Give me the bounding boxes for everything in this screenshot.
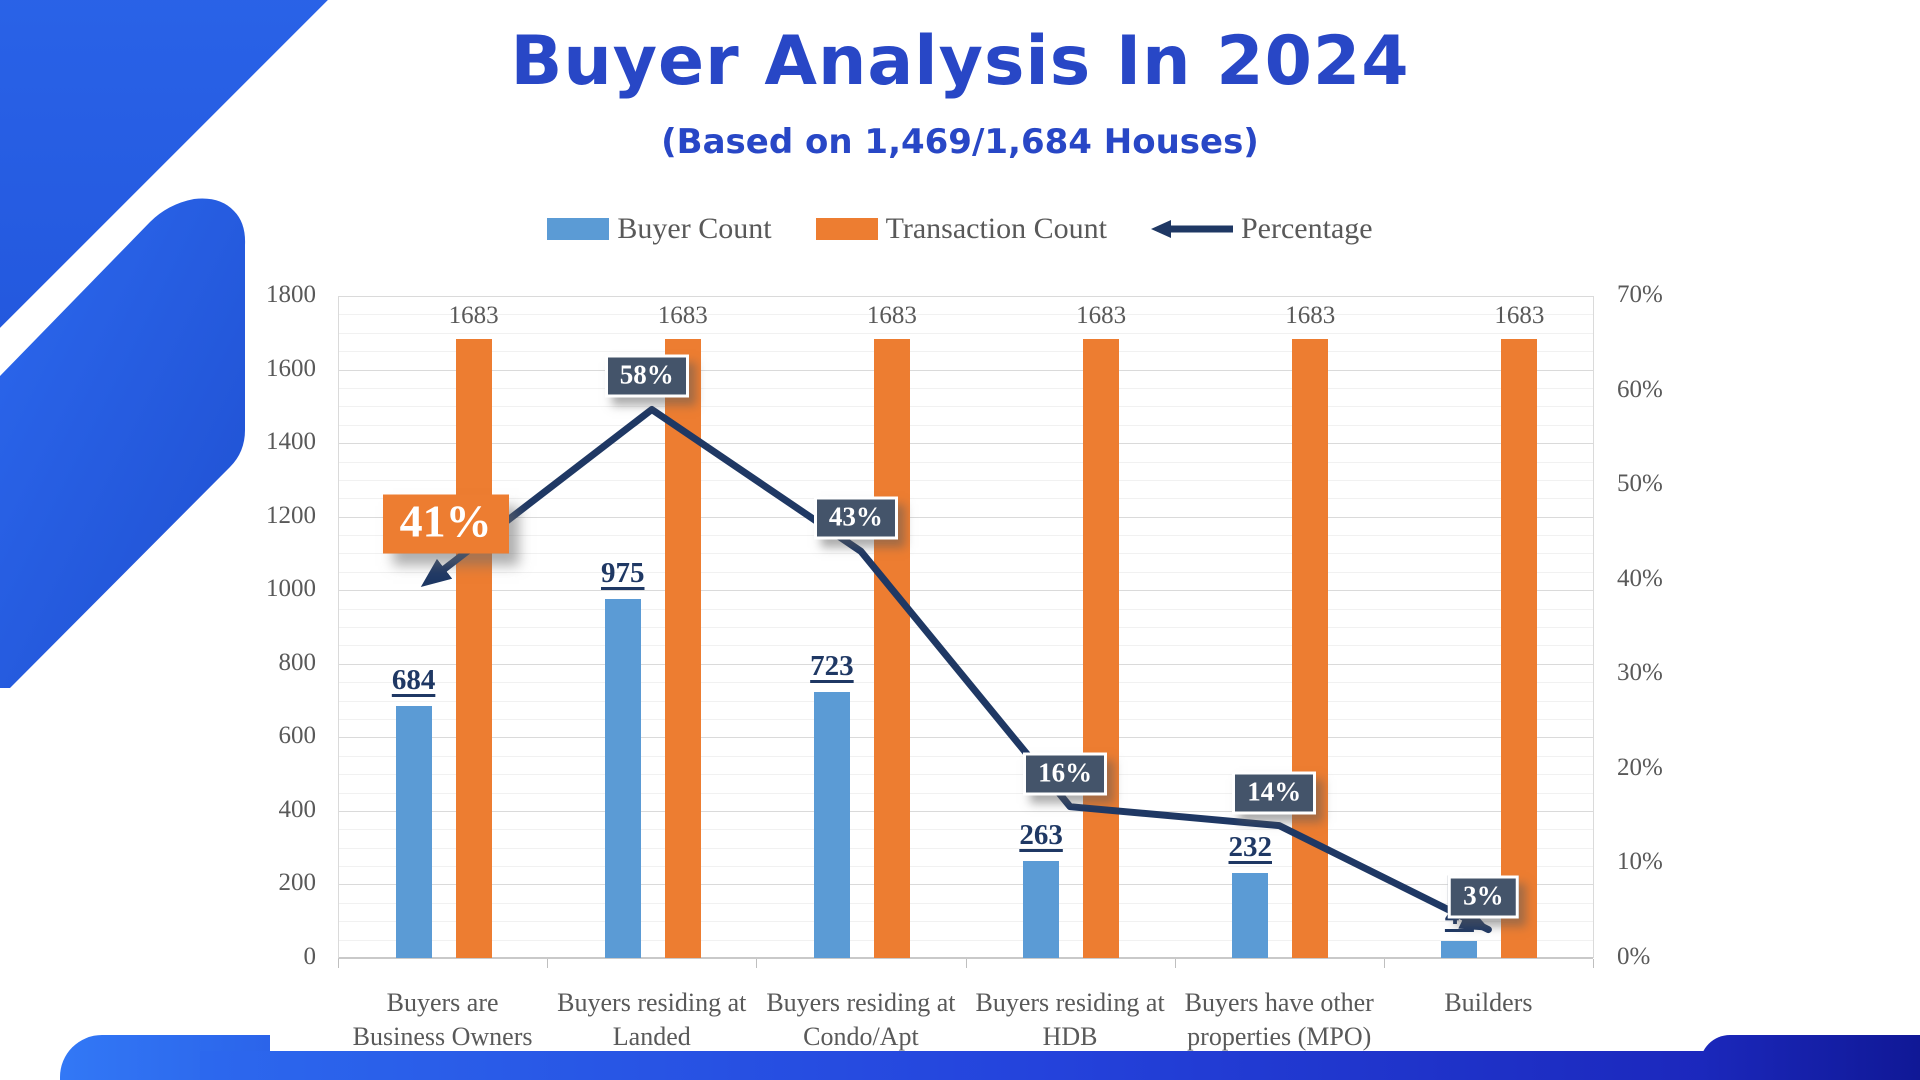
category-label: Buyers have other properties (MPO) — [1184, 988, 1374, 1051]
major-gridline — [338, 516, 1593, 518]
x-axis-tick — [547, 959, 549, 968]
transaction-count-swatch — [815, 218, 878, 240]
minor-gridline — [338, 406, 1593, 408]
right-axis-tick-label: 10% — [1617, 848, 1663, 876]
minor-gridline — [338, 535, 1593, 537]
x-axis-tick — [1593, 959, 1594, 968]
x-axis-tick — [756, 959, 758, 968]
left-axis-tick-label: 400 — [278, 795, 317, 823]
legend-label-percentage: Percentage — [1240, 212, 1373, 245]
category-label: Buyers residing at Condo/Apt — [766, 988, 956, 1051]
left-axis-tick-label: 0 — [303, 943, 317, 970]
x-axis-tick — [965, 959, 967, 968]
minor-gridline — [338, 351, 1593, 353]
x-axis-line — [338, 957, 1593, 959]
minor-gridline — [338, 461, 1593, 463]
minor-gridline — [338, 332, 1593, 334]
minor-gridline — [338, 498, 1593, 500]
page-title: Buyer Analysis In 2024 — [510, 22, 1410, 101]
left-axis-tick-label: 1000 — [266, 575, 316, 603]
x-axis-tick — [1174, 959, 1176, 968]
legend-label-buyer-count: Buyer Count — [617, 212, 772, 245]
right-axis-tick-label: 40% — [1617, 564, 1663, 592]
left-axis-tick-label: 200 — [278, 869, 317, 897]
footer-bar-middle — [200, 1051, 1720, 1080]
category-label: Buyers are Business Owners — [352, 988, 533, 1051]
right-axis-tick-label: 0% — [1617, 943, 1651, 970]
transaction-count-value-label: 1683 — [448, 302, 499, 330]
legend-label-transaction-count: Transaction Count — [885, 212, 1107, 245]
major-gridline — [338, 369, 1593, 371]
transaction-count-value-label: 1683 — [657, 302, 708, 330]
percentage-badge: 58% — [604, 354, 689, 398]
plot-right-border — [1593, 296, 1594, 958]
category-label: Builders — [1444, 988, 1533, 1017]
percentage-badge: 43% — [813, 496, 898, 540]
left-arrow-icon — [1150, 220, 1233, 238]
major-gridline — [338, 296, 1593, 297]
chart-legend: Buyer Count Transaction Count Percentage — [0, 212, 1920, 246]
percentage-badge: 3% — [1448, 875, 1519, 919]
x-axis-tick — [1383, 959, 1385, 968]
left-axis-tick-label: 1400 — [266, 428, 316, 456]
legend-item-buyer-count: Buyer Count — [547, 212, 772, 246]
right-axis-tick-label: 70% — [1617, 281, 1663, 308]
major-gridline — [338, 443, 1593, 445]
category-label: Buyers residing at HDB — [975, 988, 1165, 1051]
corner-decoration-bottom — [0, 198, 246, 688]
minor-gridline — [338, 553, 1593, 555]
left-axis-tick-label: 600 — [278, 722, 317, 750]
minor-gridline — [338, 479, 1593, 481]
plot-left-border — [338, 296, 339, 958]
transaction-count-bar — [1501, 339, 1538, 958]
transaction-count-value-label: 1683 — [866, 302, 917, 330]
legend-item-percentage: Percentage — [1150, 212, 1373, 246]
legend-item-transaction-count: Transaction Count — [815, 212, 1107, 246]
category-label: Buyers residing at Landed — [557, 988, 747, 1051]
right-axis-tick-label: 50% — [1617, 470, 1663, 498]
minor-gridline — [338, 939, 1593, 941]
footer-bar-right — [1700, 1035, 1920, 1080]
left-axis-tick-label: 800 — [278, 648, 317, 676]
minor-gridline — [338, 424, 1593, 426]
right-axis-tick-label: 20% — [1617, 753, 1663, 781]
transaction-count-value-label: 1683 — [1494, 302, 1545, 330]
x-axis-tick — [338, 959, 339, 968]
percentage-badge: 14% — [1232, 771, 1317, 815]
page-subtitle: (Based on 1,469/1,684 Houses) — [661, 122, 1259, 162]
percentage-callout: 41% — [382, 494, 509, 554]
left-axis-tick-label: 1200 — [266, 501, 316, 529]
left-axis-tick-label: 1800 — [266, 281, 316, 308]
minor-gridline — [338, 387, 1593, 389]
percentage-badge: 16% — [1023, 752, 1108, 796]
buyer-count-bar — [1441, 940, 1478, 958]
minor-gridline — [338, 314, 1593, 316]
right-axis-tick-label: 30% — [1617, 659, 1663, 687]
transaction-count-value-label: 1683 — [1076, 302, 1127, 330]
buyer-count-swatch — [547, 218, 610, 240]
left-axis-tick-label: 1600 — [266, 354, 316, 382]
transaction-count-value-label: 1683 — [1285, 302, 1336, 330]
right-axis-tick-label: 60% — [1617, 375, 1663, 403]
